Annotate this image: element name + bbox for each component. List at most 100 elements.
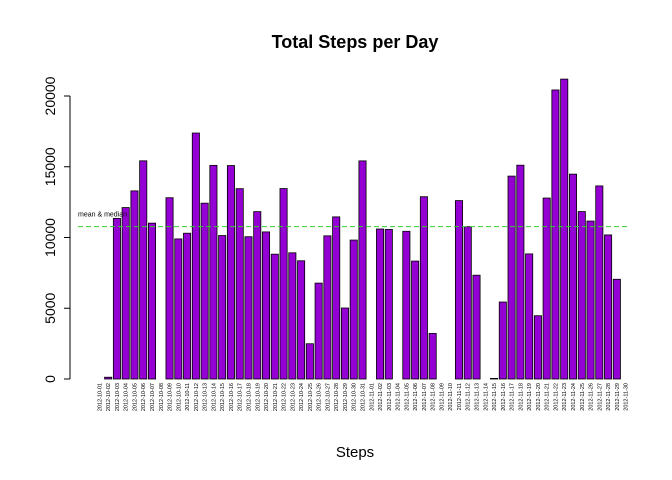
bar — [139, 160, 148, 380]
x-tick-label: 2012-11-08 — [431, 383, 437, 411]
bar — [279, 188, 288, 380]
x-tick-label: 2012-10-22 — [282, 383, 288, 411]
x-tick-label: 2012-10-12 — [194, 383, 200, 411]
x-tick-label: 2012-11-17 — [510, 383, 516, 411]
bar — [490, 378, 499, 380]
x-tick-label: 2012-11-25 — [580, 383, 586, 411]
x-tick-labels: 2012-10-01 2012-10-02 2012-10-03 2012-10-04… — [97, 383, 629, 411]
x-tick-label: 2012-11-27 — [597, 383, 603, 411]
bar — [586, 220, 595, 380]
bar — [358, 160, 367, 380]
x-tick-label: 2012-11-11 — [457, 383, 463, 410]
x-tick-label: 2012-10-08 — [159, 383, 165, 411]
x-tick-label: 2012-10-09 — [168, 383, 174, 411]
bar — [463, 226, 472, 380]
x-tick-label: 2012-10-24 — [299, 383, 305, 411]
bar — [454, 200, 463, 380]
x-tick-label: 2012-10-07 — [150, 383, 156, 411]
bar — [209, 164, 218, 380]
bar — [200, 202, 209, 380]
bar — [262, 231, 271, 380]
x-tick-label: 2012-11-24 — [571, 383, 577, 411]
bar — [498, 301, 507, 380]
x-tick-label: 2012-10-26 — [317, 383, 323, 411]
bar — [577, 211, 586, 380]
x-tick-label: 2012-10-27 — [325, 383, 331, 411]
x-tick-label: 2012-11-29 — [615, 383, 621, 411]
x-tick-label: 2012-11-14 — [483, 383, 489, 411]
x-tick-label: 2012-10-04 — [124, 383, 130, 411]
bar — [174, 238, 183, 380]
bar — [305, 343, 314, 380]
x-tick-label: 2012-11-12 — [466, 383, 472, 411]
x-tick-label: 2012-11-18 — [518, 383, 524, 411]
x-tick-label: 2012-11-28 — [606, 383, 612, 411]
bar — [218, 235, 227, 380]
y-tick-label: 15000 — [42, 147, 58, 186]
x-tick-label: 2012-10-14 — [211, 383, 217, 411]
x-tick-label: 2012-10-20 — [264, 383, 270, 411]
x-tick-label: 2012-11-30 — [624, 383, 630, 411]
bar — [411, 260, 420, 380]
bar — [183, 232, 192, 380]
x-tick-label: 2012-11-09 — [439, 383, 445, 411]
bar — [419, 196, 428, 380]
x-tick-label: 2012-10-31 — [361, 383, 367, 411]
bar — [104, 376, 113, 380]
x-tick-label: 2012-10-18 — [246, 383, 252, 411]
x-tick-label: 2012-10-16 — [229, 383, 235, 411]
x-tick-label: 2012-11-23 — [562, 383, 568, 411]
x-tick-label: 2012-10-17 — [238, 383, 244, 411]
x-tick-label: 2012-11-04 — [396, 383, 402, 411]
x-tick-label: 2012-10-30 — [352, 383, 358, 411]
bar — [595, 185, 604, 380]
bar — [191, 132, 200, 380]
bar — [349, 239, 358, 380]
x-tick-label: 2012-10-28 — [334, 383, 340, 411]
y-tick-label: 0 — [42, 375, 58, 383]
x-tick-label: 2012-11-22 — [553, 383, 559, 411]
chart-title: Total Steps per Day — [272, 32, 439, 52]
x-tick-label: 2012-10-15 — [220, 383, 226, 411]
y-axis: 0 5000 10000 15000 20000 — [42, 76, 71, 383]
x-tick-label: 2012-11-26 — [589, 383, 595, 411]
x-tick-label: 2012-11-21 — [545, 383, 551, 411]
bar — [148, 222, 157, 380]
bar — [542, 197, 551, 380]
bar — [270, 253, 279, 380]
x-tick-label: 2012-11-06 — [413, 383, 419, 411]
bar — [288, 252, 297, 380]
x-tick-label: 2012-10-10 — [176, 383, 182, 411]
x-tick-label: 2012-10-02 — [106, 383, 112, 411]
bar — [112, 217, 121, 380]
bar — [507, 175, 516, 380]
x-tick-label: 2012-10-13 — [203, 383, 209, 411]
bar — [340, 307, 349, 380]
x-tick-label: 2012-11-13 — [475, 383, 481, 411]
x-tick-label: 2012-10-11 — [185, 383, 191, 411]
x-tick-label: 2012-10-01 — [97, 383, 103, 411]
bar — [253, 211, 262, 380]
y-tick-label: 20000 — [42, 76, 58, 115]
bar — [560, 78, 569, 380]
x-tick-label: 2012-10-29 — [343, 383, 349, 411]
x-tick-label: 2012-10-21 — [273, 383, 279, 411]
x-tick-label: 2012-11-07 — [422, 383, 428, 411]
y-tick-label: 10000 — [42, 218, 58, 257]
x-tick-label: 2012-10-25 — [308, 383, 314, 411]
bar — [297, 260, 306, 380]
bar — [244, 236, 253, 380]
bar — [472, 274, 481, 380]
bar — [226, 165, 235, 380]
x-tick-label: 2012-10-23 — [290, 383, 296, 411]
bar — [376, 228, 385, 380]
bar — [516, 164, 525, 380]
bar — [551, 89, 560, 380]
bars — [104, 78, 621, 380]
x-tick-label: 2012-11-10 — [448, 383, 454, 411]
y-tick-label: 5000 — [42, 292, 58, 323]
bar — [332, 216, 341, 380]
bar — [525, 253, 534, 380]
x-tick-label: 2012-11-16 — [501, 383, 507, 411]
x-tick-label: 2012-11-15 — [492, 383, 498, 411]
